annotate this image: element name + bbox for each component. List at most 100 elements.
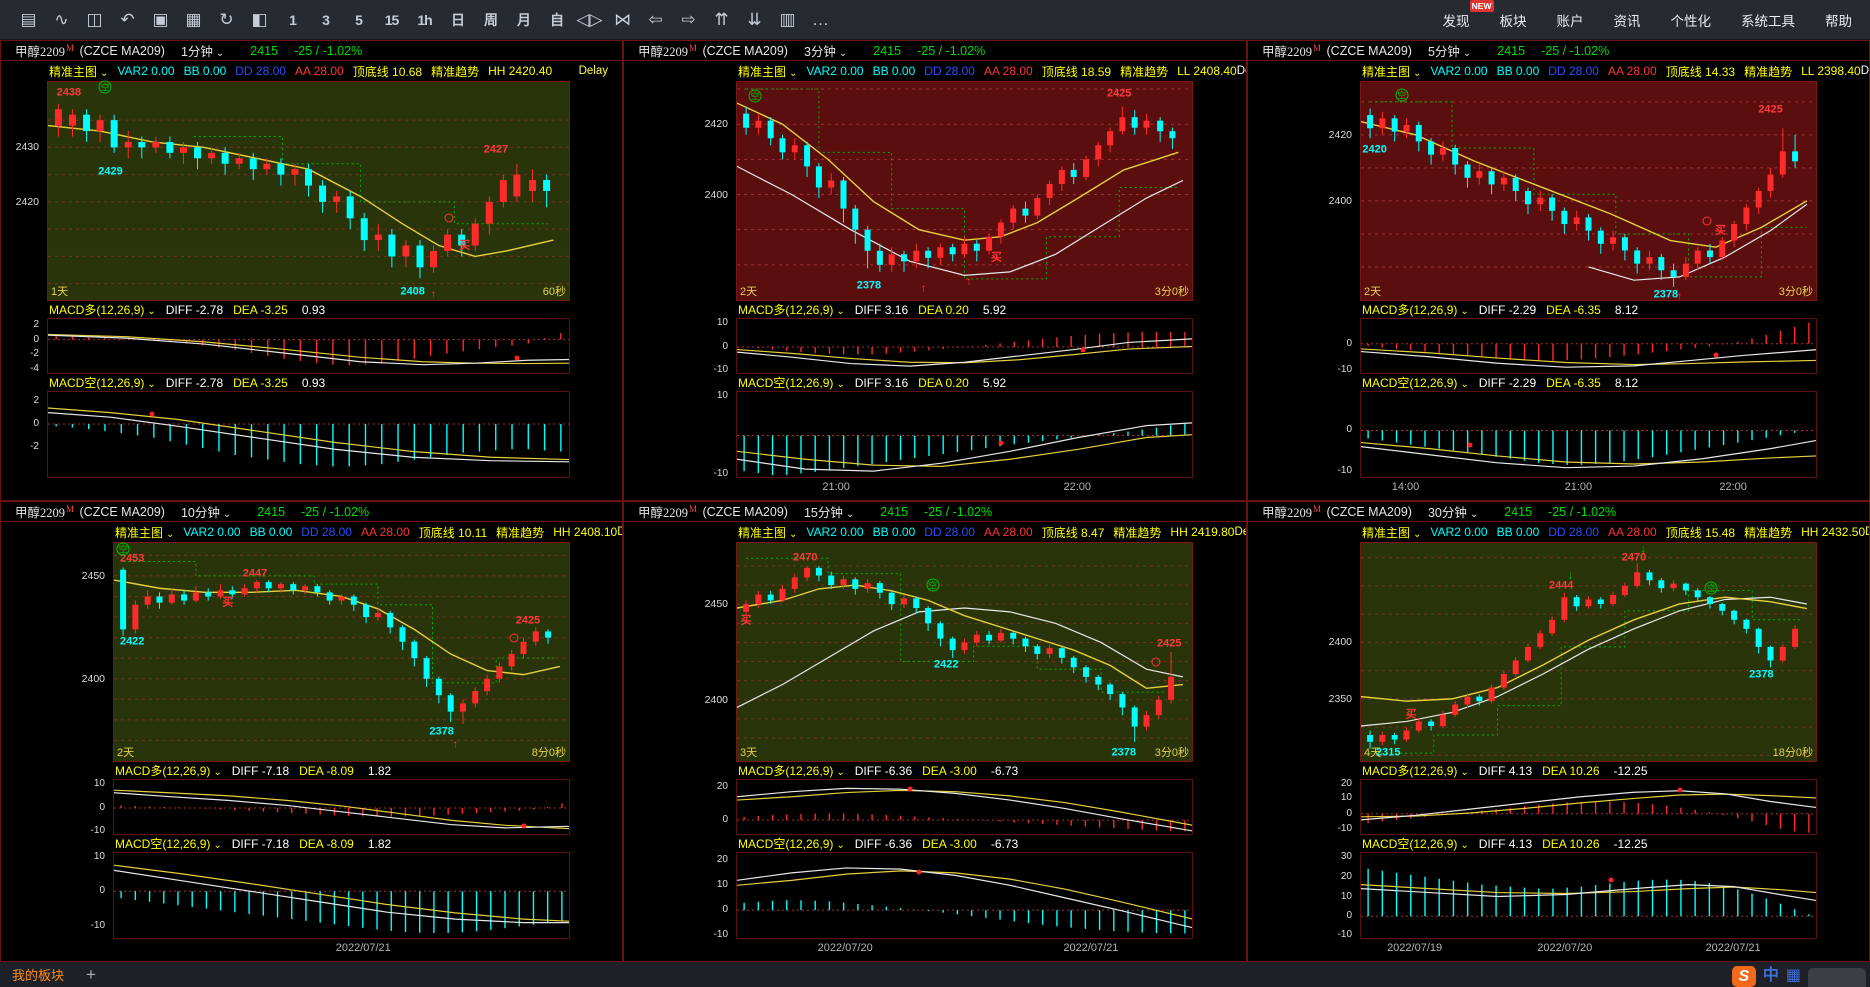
period-5min-button[interactable]: 5	[355, 11, 363, 28]
instrument-name[interactable]: 甲醇2209M	[15, 42, 75, 59]
main-chart-plot[interactable]: 2420 空 2425 2378 买 ↑ 2天 3分0秒	[1360, 81, 1817, 302]
macd-indicator-selector[interactable]: MACD空(12,26,9) ⌄	[49, 376, 156, 390]
menu-item-资讯[interactable]: 资讯	[1613, 13, 1641, 29]
macd-axis-label: -10	[90, 825, 105, 836]
timeframe-selector[interactable]: 1分钟 ⌄	[180, 45, 225, 59]
macd-indicator-selector[interactable]: MACD多(12,26,9) ⌄	[738, 764, 845, 778]
tab-my-boards[interactable]: 我的板块	[12, 968, 65, 983]
main-chart-plot[interactable]: 买 2470 空 2422 2378 2425 3天 3分0秒	[736, 542, 1193, 762]
timeframe-selector[interactable]: 15分钟 ⌄	[803, 506, 855, 520]
menu-item-系统工具[interactable]: 系统工具	[1741, 13, 1795, 29]
period-day-button[interactable]: 日	[451, 11, 465, 28]
menu-item-发现[interactable]: 发现 NEW	[1442, 0, 1494, 29]
timeframe-selector[interactable]: 10分钟 ⌄	[180, 506, 232, 520]
macd-indicator-selector[interactable]: MACD多(12,26,9) ⌄	[49, 303, 156, 317]
macd-plot[interactable]	[47, 318, 570, 374]
time-axis-label: 22:00	[1719, 481, 1747, 493]
macd-indicator-selector[interactable]: MACD空(12,26,9) ⌄	[1362, 376, 1469, 390]
period-3min-button[interactable]: 3	[322, 11, 330, 28]
macd-plot[interactable]	[1360, 391, 1817, 478]
main-chart-plot[interactable]: 2453 2422 空 2447 买 2378 ↑ 2425 2天 8分0秒	[113, 542, 570, 762]
menu-item-个性化[interactable]: 个性化	[1670, 13, 1712, 29]
multi-grid-icon[interactable]: ▥	[779, 9, 796, 29]
macd-indicator-selector[interactable]: MACD多(12,26,9) ⌄	[738, 303, 845, 317]
timeframe-selector[interactable]: 3分钟 ⌄	[803, 45, 848, 59]
indicator-item: AA 28.00	[294, 64, 344, 78]
period-custom-button[interactable]: 自	[550, 11, 564, 28]
main-indicator-selector[interactable]: 精准主图 ⌄	[115, 525, 175, 540]
macd-plot[interactable]	[736, 779, 1193, 835]
candlestick-icon[interactable]: ◫	[86, 9, 103, 29]
save-icon[interactable]: ▦	[185, 9, 202, 29]
chart-compare-icon[interactable]: ◧	[251, 9, 268, 29]
macd-indicator-selector[interactable]: MACD空(12,26,9) ⌄	[115, 837, 222, 851]
main-indicator-selector[interactable]: 精准主图 ⌄	[1362, 64, 1422, 79]
page-down-icon[interactable]: ⇊	[747, 9, 762, 29]
macd-plot[interactable]	[736, 391, 1193, 478]
macd-plot[interactable]	[736, 852, 1193, 939]
menu-item-账户[interactable]: 账户	[1556, 13, 1584, 29]
macd-plot[interactable]	[736, 318, 1193, 374]
menu-item-帮助[interactable]: 帮助	[1825, 13, 1852, 29]
main-indicator-selector[interactable]: 精准主图 ⌄	[738, 525, 798, 540]
price-axis-label: 2400	[704, 188, 728, 201]
page-up-icon[interactable]: ⇈	[714, 9, 729, 29]
period-month-button[interactable]: 月	[517, 11, 531, 28]
period-15min-button[interactable]: 15	[384, 11, 400, 28]
line-chart-icon[interactable]: ∿	[54, 9, 69, 29]
indicator-item: 顶底线 8.47	[1041, 525, 1105, 540]
main-chart-plot[interactable]: 2425 2378 ↑ ↑ 买 空 2天 3分0秒	[736, 81, 1193, 301]
menu-item-板块[interactable]: 板块	[1499, 13, 1527, 29]
macd-indicator-selector[interactable]: MACD多(12,26,9) ⌄	[1362, 764, 1469, 778]
more-icon[interactable]: …	[812, 9, 829, 29]
delay-badge: Delay	[1860, 65, 1870, 77]
indicator-item: VAR2 0.00	[806, 525, 864, 539]
watermark-logo-icon: S	[1731, 966, 1756, 987]
indicator-item: VAR2 0.00	[183, 525, 241, 539]
instrument-name[interactable]: 甲醇2209M	[638, 42, 698, 59]
macd-plot[interactable]	[47, 391, 570, 478]
link-crosshair-icon[interactable]: ⋈	[614, 9, 631, 29]
replay-icon[interactable]: ↶	[120, 9, 135, 29]
macd-indicator-selector[interactable]: MACD空(12,26,9) ⌄	[1362, 837, 1469, 851]
refresh-icon[interactable]: ↻	[219, 9, 234, 29]
macd-plot[interactable]	[113, 779, 570, 835]
macd-indicator-selector[interactable]: MACD空(12,26,9) ⌄	[738, 837, 845, 851]
macd-indicator-selector[interactable]: MACD多(12,26,9) ⌄	[1362, 303, 1469, 317]
forward-icon[interactable]: ⇨	[681, 9, 696, 29]
macd-diff-value: DIFF 4.13	[1478, 763, 1533, 778]
main-indicator-selector[interactable]: 精准主图 ⌄	[49, 64, 109, 79]
macd-plot[interactable]	[1360, 852, 1817, 939]
macd-diff-value: DIFF -7.18	[231, 836, 290, 851]
instrument-name[interactable]: 甲醇2209M	[1262, 503, 1322, 520]
main-chart-plot[interactable]: 2438 空 2429 2427 2408 买 ↑ 1天 60秒	[47, 80, 570, 301]
period-1hour-button[interactable]: 1h	[417, 11, 432, 28]
main-chart-plot[interactable]: 2315 买 2444 ↓ 2470 ↓ 空 2378 4天 18分0秒	[1360, 542, 1817, 762]
scale-icon[interactable]: ◁▷	[576, 9, 603, 29]
macd-plot[interactable]	[1360, 779, 1817, 835]
chevron-down-icon: ⌄	[147, 379, 156, 390]
chevron-down-icon: ⌄	[836, 379, 845, 390]
quote-list-icon[interactable]: ▤	[20, 9, 37, 29]
timeframe-selector[interactable]: 5分钟 ⌄	[1427, 45, 1472, 59]
macd-indicator-selector[interactable]: MACD空(12,26,9) ⌄	[738, 376, 845, 390]
main-indicator-selector[interactable]: 精准主图 ⌄	[1362, 525, 1422, 540]
instrument-name[interactable]: 甲醇2209M	[1262, 42, 1322, 59]
order-panel-icon[interactable]: ▣	[152, 9, 169, 29]
macd-plot[interactable]	[1360, 318, 1817, 374]
buy-signal-label: 买	[740, 614, 752, 627]
add-tab-button[interactable]: +	[86, 964, 96, 984]
macd-indicator-selector[interactable]: MACD多(12,26,9) ⌄	[115, 764, 222, 778]
price-annotation: 2470	[793, 551, 818, 564]
back-icon[interactable]: ⇦	[648, 9, 663, 29]
period-week-button[interactable]: 周	[484, 11, 498, 28]
indicator-item: HH 2419.80	[1170, 525, 1235, 539]
macd-plot[interactable]	[113, 852, 570, 939]
chart-panel-5分钟: 甲醇2209M (CZCE MA209) 5分钟 ⌄ 2415 -25 / -1.02%…	[1247, 40, 1870, 501]
period-1min-button[interactable]: 1	[289, 11, 297, 28]
macd-dea-value: DEA -8.09	[299, 763, 354, 778]
timeframe-selector[interactable]: 30分钟 ⌄	[1427, 506, 1479, 520]
instrument-name[interactable]: 甲醇2209M	[15, 503, 75, 520]
main-indicator-selector[interactable]: 精准主图 ⌄	[738, 64, 798, 79]
instrument-name[interactable]: 甲醇2209M	[638, 503, 698, 520]
